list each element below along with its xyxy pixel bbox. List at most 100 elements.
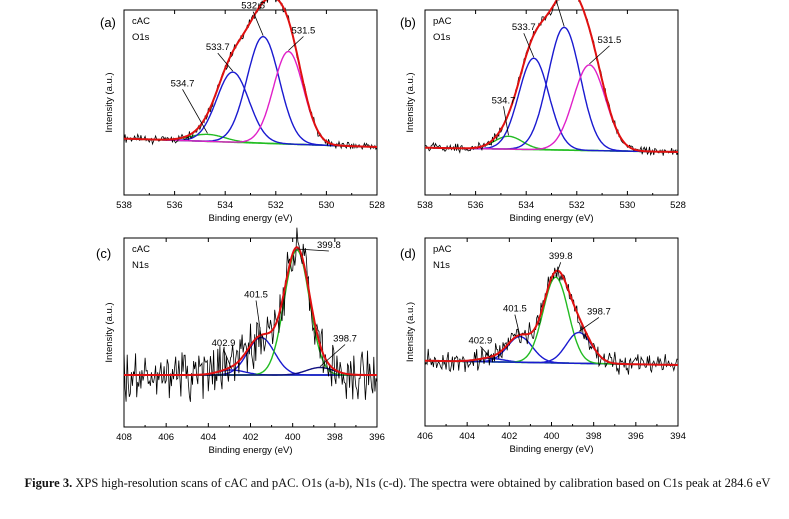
caption-text: XPS high-resolution scans of cAC and pAC… [75, 476, 771, 490]
peak-label: 398.7 [333, 334, 357, 345]
caption-label: Figure 3. [24, 476, 73, 490]
x-tick-label: 406 [417, 431, 433, 442]
peak-label-leader [555, 0, 565, 27]
peak-label: 402.9 [212, 338, 236, 349]
region-label: N1s [433, 260, 450, 271]
peak-label: 401.5 [244, 290, 268, 301]
peak-label-leader [255, 300, 262, 337]
x-tick-label: 532 [569, 200, 585, 211]
fitted-envelope [425, 269, 678, 366]
x-tick-label: 530 [318, 200, 334, 211]
panel-a: 538 536 534 532 530 528 Binding energy (eV) Int… [100, 0, 385, 224]
x-tick-label: 396 [628, 431, 644, 442]
peak-label: 402.9 [468, 335, 492, 346]
peak-label-leader [252, 11, 264, 36]
component-peak-399-8 [124, 249, 377, 376]
x-tick-label: 538 [417, 200, 433, 211]
component-peak-399-8 [425, 276, 678, 366]
x-tick-label: 398 [586, 431, 602, 442]
panel-label: (a) [100, 15, 116, 30]
peak-label-leader [217, 52, 234, 72]
x-tick-label: 404 [459, 431, 475, 442]
peak-label-leader [182, 89, 208, 134]
peak-label-leader [223, 348, 232, 370]
peak-label-leader [319, 344, 346, 367]
x-axis-label: Binding energy (eV) [510, 213, 594, 224]
peak-label-leader [578, 317, 600, 332]
y-axis-label: Intensity (a.u.) [104, 72, 115, 132]
component-peak-531-5 [425, 64, 678, 153]
peak-label: 534.7 [171, 78, 195, 89]
x-axis-label: Binding energy (eV) [209, 213, 293, 224]
y-axis-label: Intensity (a.u.) [405, 302, 416, 362]
sample-label: cAC [132, 244, 150, 255]
plot-frame [424, 237, 679, 427]
y-axis-label: Intensity (a.u.) [104, 302, 115, 362]
x-axis-label: Binding energy (eV) [209, 445, 293, 456]
panel-c: 408 406 404 402 400 398 396 Binding energy (eV)… [96, 227, 385, 456]
x-tick-label: 528 [369, 200, 385, 211]
x-tick-label: 402 [501, 431, 517, 442]
peak-label: 399.8 [317, 240, 341, 251]
fitted-envelope [124, 246, 377, 376]
x-tick-label: 400 [544, 431, 560, 442]
x-tick-label: 534 [217, 200, 233, 211]
region-label: O1s [132, 32, 150, 43]
peak-label-leader [480, 346, 491, 358]
x-tick-label: 402 [243, 432, 259, 443]
x-tick-label: 532 [268, 200, 284, 211]
y-axis-label: Intensity (a.u.) [405, 72, 416, 132]
figure-caption: Figure 3. XPS high-resolution scans of c… [20, 474, 775, 493]
x-tick-label: 396 [369, 432, 385, 443]
peak-label: 401.5 [503, 304, 527, 315]
peak-label: 531.5 [598, 35, 622, 46]
raw-spectrum [424, 0, 679, 157]
panel-b: 538 536 534 532 530 528 Binding energy (eV) Int… [400, 0, 686, 224]
peak-label-leader [523, 33, 535, 58]
x-tick-label: 536 [468, 200, 484, 211]
sample-label: pAC [433, 16, 452, 27]
peak-label-leader [589, 45, 610, 65]
panel-label: (b) [400, 15, 416, 30]
x-axis-label: Binding energy (eV) [510, 444, 594, 455]
plot-frame [123, 9, 378, 196]
peak-label: 531.5 [292, 25, 316, 36]
component-peak-533-7 [124, 71, 377, 148]
panel-label: (d) [400, 246, 416, 261]
raw-spectrum [123, 227, 378, 402]
x-tick-label: 528 [670, 200, 686, 211]
panel-d: 406 404 402 400 398 396 394 Binding energy (eV)… [400, 237, 686, 455]
x-tick-label: 394 [670, 431, 686, 442]
x-tick-label: 400 [285, 432, 301, 443]
peak-label: 532.5 [241, 1, 265, 12]
fitted-envelope [425, 0, 678, 153]
x-tick-label: 534 [518, 200, 534, 211]
peak-label: 533.7 [206, 42, 230, 53]
x-tick-label: 398 [327, 432, 343, 443]
peak-label-leader [514, 314, 521, 336]
peak-label: 398.7 [587, 306, 611, 317]
x-tick-label: 536 [167, 200, 183, 211]
fitted-envelope [124, 0, 377, 148]
component-peak-532-5 [124, 35, 377, 148]
peak-label: 534.7 [492, 95, 516, 106]
peak-label: 399.8 [549, 251, 573, 262]
panel-label: (c) [96, 246, 111, 261]
x-tick-label: 538 [116, 200, 132, 211]
x-tick-label: 530 [619, 200, 635, 211]
region-label: N1s [132, 260, 149, 271]
peak-label-leader [555, 262, 562, 277]
component-peak-533-7 [425, 57, 678, 153]
region-label: O1s [433, 32, 451, 43]
sample-label: cAC [132, 16, 150, 27]
x-tick-label: 408 [116, 432, 132, 443]
figure-3-xps-panels: 538 536 534 532 530 528 Binding energy (eV) Int… [96, 0, 686, 456]
peak-label: 533.7 [512, 22, 536, 33]
x-tick-label: 404 [200, 432, 216, 443]
peak-label-leader [288, 36, 304, 51]
component-peak-532-5 [425, 26, 678, 153]
x-tick-label: 406 [158, 432, 174, 443]
peak-label-leader [296, 248, 329, 252]
peak-label-leader [503, 106, 509, 136]
sample-label: pAC [433, 244, 452, 255]
